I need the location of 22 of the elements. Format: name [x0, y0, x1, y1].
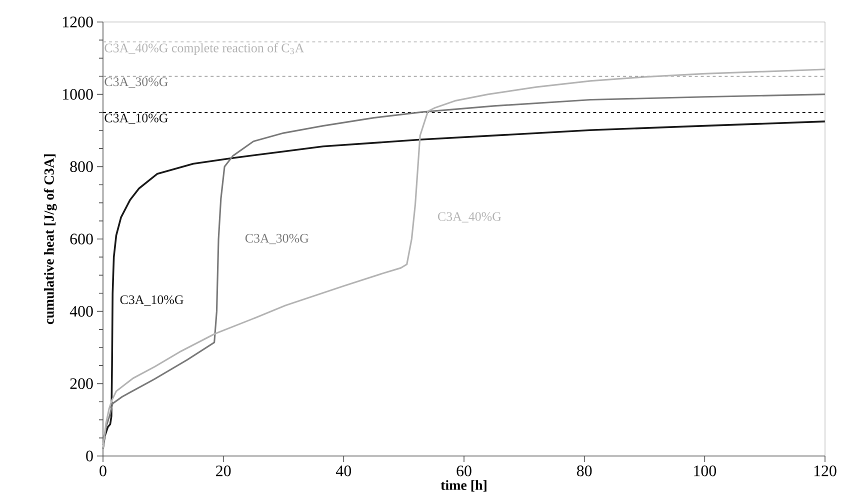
ref-line-label: C3A_40%G complete reaction of C$_{3}$A	[104, 43, 304, 55]
y-tick-label: 1000	[63, 88, 93, 100]
ref-line-label: C3A_30%G	[104, 77, 168, 88]
x-axis-title: time [h]	[440, 480, 486, 492]
y-tick-label: 600	[70, 234, 93, 244]
y-tick-label: 400	[70, 306, 93, 317]
y-tick-label: 1200	[63, 16, 93, 28]
x-tick-label: 80	[576, 466, 592, 476]
y-tick-label: 200	[70, 378, 93, 390]
x-tick-label: 100	[694, 466, 716, 476]
text: C3A_30%G	[245, 234, 309, 244]
y-tick-label: 800	[70, 161, 93, 172]
x-tick-label: 40	[336, 466, 352, 476]
x-tick-label: 120	[814, 466, 836, 476]
x-tick-label: 20	[216, 466, 231, 476]
series-label: C3A_40%G	[438, 212, 502, 222]
ref-line-label: C3A_10%G	[104, 114, 168, 124]
x-tick-label: 0	[100, 466, 106, 476]
x-tick-label: 60	[456, 466, 472, 476]
y-tick-label: 0	[86, 450, 93, 462]
series-label: C3A_10%G	[120, 295, 184, 306]
y-axis-title: cumulative heat [J/g of C3A]	[44, 154, 57, 324]
